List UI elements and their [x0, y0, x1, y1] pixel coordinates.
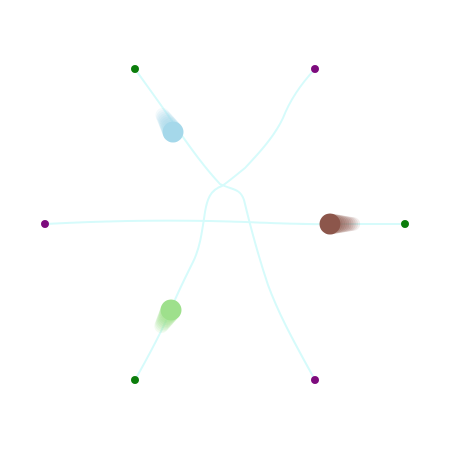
endpoint-top-left	[131, 65, 139, 73]
endpoint-top-right	[311, 65, 319, 73]
agent-blue	[163, 122, 184, 143]
agent-green	[161, 300, 182, 321]
endpoint-left	[41, 220, 49, 228]
endpoint-bottom-right	[311, 376, 319, 384]
endpoint-bottom-left	[131, 376, 139, 384]
endpoint-right	[401, 220, 409, 228]
agent-brown	[320, 214, 341, 235]
